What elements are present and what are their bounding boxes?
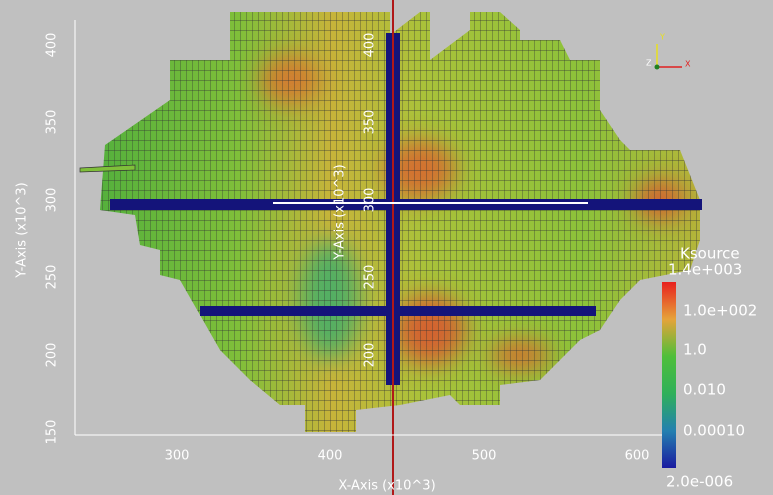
y-tick-label: 250 xyxy=(45,265,60,290)
y-tick-label: 350 xyxy=(45,110,60,135)
orientation-label: Z xyxy=(646,59,652,68)
inner-axis-title: Y-Axis (x10^3) xyxy=(333,164,348,260)
colorbar-title: Ksource xyxy=(680,245,740,263)
y-axis-title: Y-Axis (x10^3) xyxy=(15,182,30,278)
colorbar-label: 1.0e+002 xyxy=(683,302,757,320)
colorbar-label: 2.0e-006 xyxy=(666,473,733,491)
x-tick-label: 400 xyxy=(318,449,343,464)
inner-tick-label: 200 xyxy=(363,343,378,368)
orientation-label: X xyxy=(685,60,691,69)
colorbar-label: 1.4e+003 xyxy=(668,261,742,279)
axes xyxy=(74,20,665,436)
band xyxy=(110,199,702,210)
colorbar-label: 0.00010 xyxy=(683,422,745,440)
x-tick-label: 300 xyxy=(165,449,190,464)
colorbar-label: 1.0 xyxy=(683,341,707,359)
orientation-axes: Y Z X xyxy=(646,33,691,70)
y-tick-label: 400 xyxy=(45,33,60,58)
orientation-label: Y xyxy=(659,33,665,42)
x-axis-title: X-Axis (x10^3) xyxy=(338,479,435,494)
x-tick-label: 500 xyxy=(472,449,497,464)
colorbar: Ksource 1.4e+003 1.0e+002 1.0 0.010 0.00… xyxy=(662,245,757,491)
inner-tick-label: 300 xyxy=(363,188,378,213)
y-tick-label: 300 xyxy=(45,188,60,213)
inner-tick-label: 350 xyxy=(363,110,378,135)
colorbar-label: 0.010 xyxy=(683,381,726,399)
inner-tick-label: 400 xyxy=(363,33,378,58)
y-tick-label: 200 xyxy=(45,343,60,368)
inner-tick-label: 250 xyxy=(363,265,378,290)
x-tick-label: 600 xyxy=(625,449,650,464)
y-tick-label: 150 xyxy=(45,420,60,445)
